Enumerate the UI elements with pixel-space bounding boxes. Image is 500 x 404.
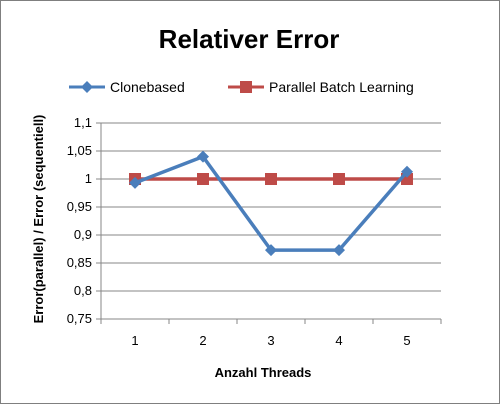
y-tick-labels: 0,75 0,8 0,85 0,9 0,95 1 1,05 1,1 bbox=[67, 115, 92, 326]
y-tick-label: 1 bbox=[85, 171, 92, 186]
x-tick-label: 1 bbox=[131, 333, 138, 348]
y-tick-label: 0,95 bbox=[67, 199, 92, 214]
chart-title: Relativer Error bbox=[159, 24, 340, 54]
x-tick-label: 4 bbox=[335, 333, 342, 348]
data-point-parallel-batch-learning bbox=[265, 173, 277, 185]
series-line-clonebased bbox=[134, 154, 409, 252]
y-tick-label: 1,1 bbox=[74, 115, 92, 130]
data-point-clonebased bbox=[333, 244, 345, 257]
legend-marker-parallel-batch bbox=[240, 81, 252, 93]
legend: Clonebased Parallel Batch Learning bbox=[69, 79, 414, 95]
x-axis-label: Anzahl Threads bbox=[215, 365, 312, 380]
axes bbox=[100, 123, 442, 324]
data-point-clonebased bbox=[401, 165, 413, 178]
x-tick-label: 2 bbox=[199, 333, 206, 348]
legend-label-clonebased: Clonebased bbox=[110, 79, 185, 95]
y-tick-label: 0,75 bbox=[67, 311, 92, 326]
y-tick-label: 0,9 bbox=[74, 227, 92, 242]
gridlines bbox=[96, 122, 441, 320]
data-point-clonebased bbox=[265, 244, 277, 257]
x-tick-label: 5 bbox=[403, 333, 410, 348]
data-point-clonebased bbox=[197, 150, 209, 163]
data-point-parallel-batch-learning bbox=[197, 173, 209, 185]
series-parallel-batch-learning bbox=[129, 173, 413, 185]
y-axis-label: Error(parallel) / Error (sequentiell) bbox=[31, 115, 46, 324]
legend-label-parallel-batch: Parallel Batch Learning bbox=[269, 79, 414, 95]
series-group bbox=[129, 150, 413, 257]
data-point-parallel-batch-learning bbox=[333, 173, 345, 185]
legend-marker-clonebased bbox=[81, 81, 93, 93]
x-tick-labels: 1 2 3 4 5 bbox=[131, 333, 410, 348]
y-tick-label: 0,8 bbox=[74, 283, 92, 298]
y-tick-label: 0,85 bbox=[67, 255, 92, 270]
x-tick-label: 3 bbox=[267, 333, 274, 348]
data-point-clonebased bbox=[129, 176, 141, 189]
series-clonebased bbox=[129, 150, 413, 257]
y-tick-label: 1,05 bbox=[67, 143, 92, 158]
